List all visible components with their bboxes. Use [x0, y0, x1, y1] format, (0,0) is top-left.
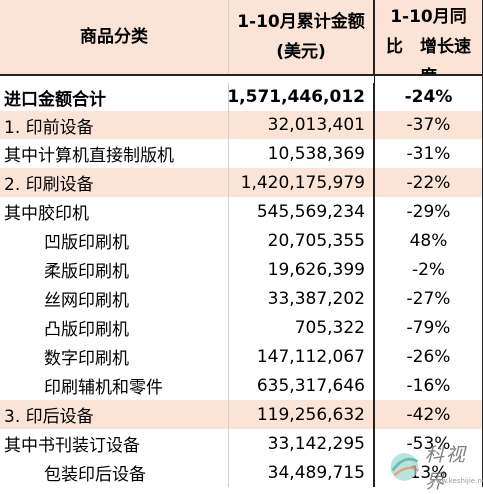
row-amount: 33,387,202: [229, 284, 374, 313]
row-amount: 119,256,632: [229, 400, 374, 429]
row-category: 其中胶印机: [0, 197, 229, 226]
header-amount-line1: 1-10月累计金额: [237, 12, 365, 32]
row-change: -42%: [406, 404, 451, 425]
row-change: -79%: [406, 317, 451, 338]
row-amount: 635,317,646: [229, 371, 374, 400]
row-change: 48%: [409, 230, 448, 251]
row-category: 其中计算机直接制版机: [0, 139, 229, 168]
row-category: 1. 印前设备: [0, 111, 229, 139]
row-category: 柔版印刷机: [0, 255, 229, 284]
row-category: 丝网印刷机: [0, 284, 229, 313]
row-amount: 545,569,234: [229, 197, 374, 226]
row-change: -37%: [406, 115, 451, 135]
row-change: -16%: [406, 375, 451, 396]
table-row: 凹版印刷机 20,705,355 48%: [0, 226, 483, 255]
table-row: 2. 印刷设备 1,420,175,979 -22%: [0, 168, 483, 197]
row-category: 3. 印后设备: [0, 400, 229, 429]
header-amount-line2: (美元): [276, 42, 326, 62]
row-category: 其中书刊装订设备: [0, 429, 229, 458]
row-change: -53%: [406, 433, 451, 454]
table-row: 柔版印刷机 19,626,399 -2%: [0, 255, 483, 284]
row-amount: 33,142,295: [229, 429, 374, 458]
table-row: 印刷辅机和零件 635,317,646 -16%: [0, 371, 483, 400]
table-row: 其中胶印机 545,569,234 -29%: [0, 197, 483, 226]
table-header: 商品分类 1-10月累计金额 (美元) 1-10月同 比 增长速 度: [0, 0, 483, 76]
table-row: 数字印刷机 147,112,067 -26%: [0, 342, 483, 371]
row-change: -29%: [406, 201, 451, 222]
table-row: 凸版印刷机 705,322 -79%: [0, 313, 483, 342]
row-amount: 19,626,399: [229, 255, 374, 284]
watermark-url: www.keshijie.net: [430, 477, 483, 485]
row-amount: 10,538,369: [229, 139, 374, 168]
row-change: -27%: [406, 288, 451, 309]
globe-logo-icon: [390, 452, 419, 481]
row-change: -26%: [406, 346, 451, 367]
table-row: 其中书刊装订设备 33,142,295 -53%: [0, 429, 483, 458]
row-amount: 34,489,715: [229, 458, 374, 487]
header-amount: 1-10月累计金额 (美元): [229, 0, 374, 74]
header-change-line2: 比 增长速: [386, 37, 471, 57]
header-change-line1: 1-10月同: [390, 7, 467, 27]
row-change: 13%: [409, 462, 448, 483]
row-category: 数字印刷机: [0, 342, 229, 371]
header-change-line3: 度: [420, 62, 437, 74]
header-category-label: 商品分类: [80, 27, 148, 47]
row-change: -31%: [406, 143, 451, 164]
row-amount: 20,705,355: [229, 226, 374, 255]
row-amount: 1,420,175,979: [229, 168, 374, 197]
row-category: 印刷辅机和零件: [0, 371, 229, 400]
table-row: 3. 印后设备 119,256,632 -42%: [0, 400, 483, 429]
row-category: 凸版印刷机: [0, 313, 229, 342]
table-row: 丝网印刷机 33,387,202 -27%: [0, 284, 483, 313]
row-amount: 705,322: [229, 313, 374, 342]
watermark-text: 科视界: [424, 443, 467, 493]
table-row: 包装印后设备 34,489,715 13%: [0, 458, 483, 487]
table-row: 1. 印前设备 32,013,401 -37%: [0, 111, 483, 139]
row-change: -24%: [404, 87, 453, 107]
row-category: 2. 印刷设备: [0, 168, 229, 197]
row-category: 凹版印刷机: [0, 226, 229, 255]
column-divider: [374, 0, 375, 487]
header-change: 1-10月同 比 增长速 度: [374, 0, 483, 74]
row-change: -2%: [411, 259, 446, 280]
row-amount: 1,571,446,012: [229, 83, 374, 111]
table-row-total: 进口金额合计 1,571,446,012 -24%: [0, 83, 483, 111]
watermark-logo: 科视界 www.keshijie.net: [386, 444, 483, 493]
row-amount: 32,013,401: [229, 111, 374, 139]
row-category: 包装印后设备: [0, 458, 229, 487]
header-category: 商品分类: [0, 0, 229, 74]
table-row: 其中计算机直接制版机 10,538,369 -31%: [0, 139, 483, 168]
row-change: -22%: [406, 172, 451, 193]
row-amount: 147,112,067: [229, 342, 374, 371]
row-category: 进口金额合计: [0, 83, 229, 111]
